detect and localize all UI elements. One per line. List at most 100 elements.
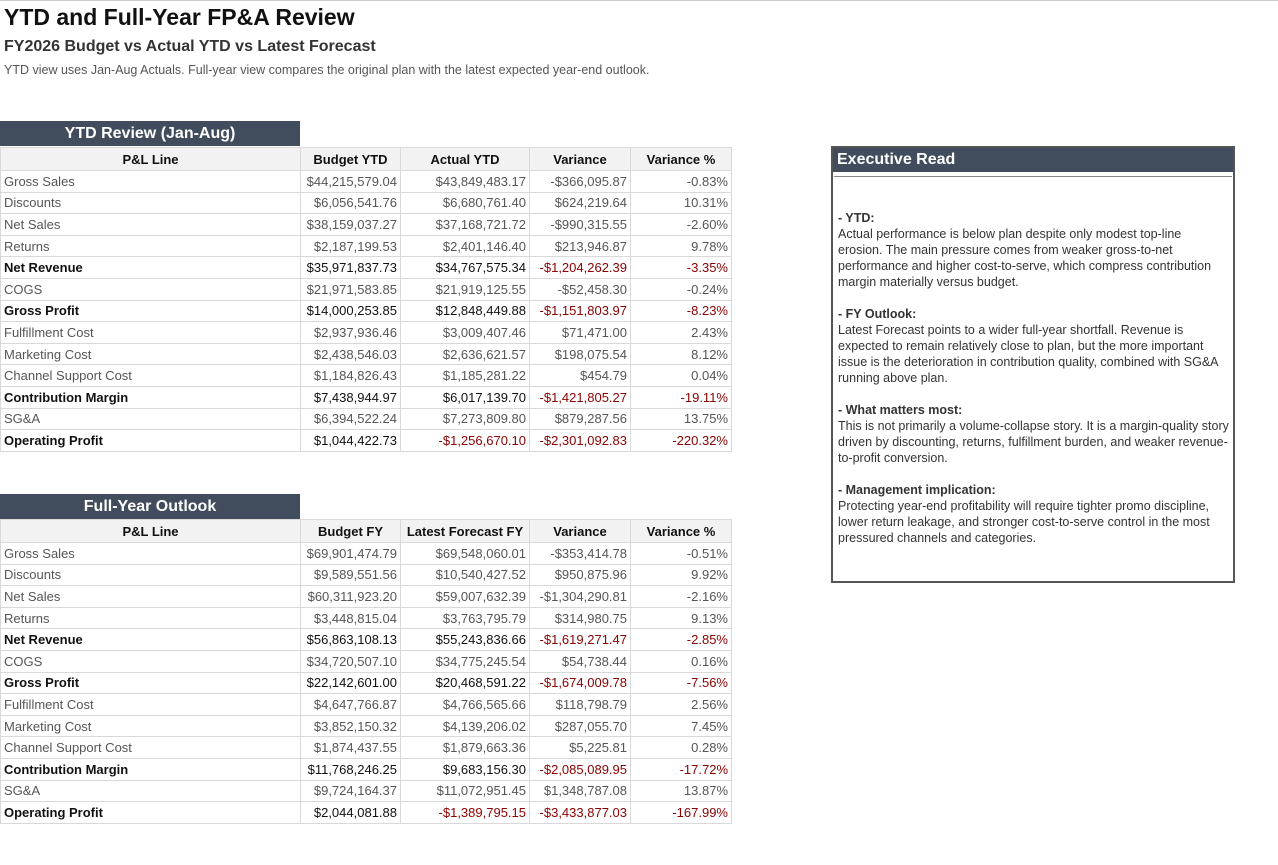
table-row: Gross Sales $69,901,474.79 $69,548,060.01-… — [0, 542, 732, 565]
cell: $1,874,437.55 — [300, 736, 401, 759]
cell: -17.72% — [630, 757, 732, 781]
panel-section: - What matters most: This is not primaril… — [838, 402, 1229, 466]
cell: 2.56% — [630, 693, 732, 716]
table-row: SG&A $9,724,164.37 $11,072,951.45 $1,348,78… — [0, 779, 732, 803]
cell: $38,159,037.27 — [300, 213, 401, 236]
cell: -0.83% — [630, 170, 732, 193]
table-row: Net Sales $38,159,037.27 $37,168,721.72 -$9… — [0, 213, 732, 236]
row-label: Operating Profit — [0, 801, 301, 824]
cell: $55,243,836.66 — [400, 628, 530, 651]
section-label: - FY Outlook: — [838, 307, 917, 321]
row-label: Net Revenue — [0, 628, 301, 651]
cell: 2.43% — [630, 321, 732, 344]
panel-section: - YTD: Actual performance is below plan d… — [838, 210, 1229, 290]
cell: $6,394,522.24 — [300, 407, 401, 431]
section-text: Protecting year-end profitability will r… — [838, 499, 1210, 545]
cell: $2,044,081.88 — [300, 801, 401, 824]
panel-title: Executive Read — [833, 148, 1233, 172]
cell: $10,540,427.52 — [400, 563, 530, 587]
cell: $624,219.64 — [529, 191, 631, 215]
row-label: COGS — [0, 649, 301, 673]
cell: 0.16% — [630, 649, 732, 673]
row-label: Contribution Margin — [0, 385, 301, 409]
table-row: Operating Profit $1,044,422.73 -$1,256,670… — [0, 429, 732, 452]
table-row: Marketing Cost $2,438,546.03 $2,636,621.57… — [0, 342, 732, 366]
panel-section: - FY Outlook: Latest Forecast points to a… — [838, 306, 1229, 386]
cell: -19.11% — [630, 385, 732, 409]
cell: $9,724,164.37 — [300, 779, 401, 803]
cell: -$990,315.55 — [529, 213, 631, 236]
table-row: Gross Profit $14,000,253.85 $12,848,449.88… — [0, 299, 732, 323]
cell: -$1,151,803.97 — [529, 299, 631, 323]
row-label: Discounts — [0, 563, 301, 587]
cell: 10.31% — [630, 191, 732, 215]
cell: $69,548,060.01 — [400, 542, 530, 565]
cell: $3,009,407.46 — [400, 321, 530, 344]
row-label: Fulfillment Cost — [0, 321, 301, 344]
cell: -$52,458.30 — [529, 277, 631, 301]
cell: 13.87% — [630, 779, 732, 803]
table-row: COGS $34,720,507.10 $34,775,245.54 $54,738.… — [0, 649, 732, 673]
cell: $6,017,139.70 — [400, 385, 530, 409]
cell: $5,225.81 — [529, 736, 631, 759]
section-label: - What matters most: — [838, 403, 963, 417]
row-label: Gross Sales — [0, 170, 301, 193]
section-label: - Management implication: — [838, 483, 996, 497]
column-header: Variance % — [630, 147, 732, 171]
cell: -$1,619,271.47 — [529, 628, 631, 651]
cell: $69,901,474.79 — [300, 542, 401, 565]
column-header: Budget YTD — [300, 147, 401, 171]
table-row: Net Revenue $35,971,837.73 $34,767,575.34-… — [0, 256, 732, 279]
column-header: Variance % — [630, 519, 732, 543]
panel-body: - YTD: Actual performance is below plan d… — [834, 176, 1232, 546]
cell: $6,056,541.76 — [300, 191, 401, 215]
cell: -220.32% — [630, 429, 732, 452]
cell: $4,647,766.87 — [300, 693, 401, 716]
cell: $7,273,809.80 — [400, 407, 530, 431]
cell: $4,766,565.66 — [400, 693, 530, 716]
table-row: Channel Support Cost $1,874,437.55 $1,879,… — [0, 736, 732, 759]
row-label: Returns — [0, 234, 301, 258]
cell: 9.78% — [630, 234, 732, 258]
row-label: Net Sales — [0, 585, 301, 608]
cell: -0.51% — [630, 542, 732, 565]
table-title: Full-Year Outlook — [0, 494, 300, 519]
table-row: Channel Support Cost $1,184,826.43 $1,185,… — [0, 364, 732, 387]
table-row: Fulfillment Cost $4,647,766.87 $4,766,565.… — [0, 693, 732, 716]
cell: -2.60% — [630, 213, 732, 236]
cell: $4,139,206.02 — [400, 714, 530, 738]
cell: $3,448,815.04 — [300, 606, 401, 630]
row-label: Channel Support Cost — [0, 364, 301, 387]
cell: -$2,301,092.83 — [529, 429, 631, 452]
cell: $213,946.87 — [529, 234, 631, 258]
cell: -$1,256,670.10 — [400, 429, 530, 452]
row-label: Gross Profit — [0, 299, 301, 323]
cell: $21,919,125.55 — [400, 277, 530, 301]
column-header: Variance — [529, 519, 631, 543]
row-label: COGS — [0, 277, 301, 301]
cell: $9,683,156.30 — [400, 757, 530, 781]
cell: -167.99% — [630, 801, 732, 824]
table-title: YTD Review (Jan-Aug) — [0, 121, 300, 146]
cell: $2,937,936.46 — [300, 321, 401, 344]
note: YTD view uses Jan-Aug Actuals. Full-year… — [4, 63, 650, 77]
cell: $54,738.44 — [529, 649, 631, 673]
cell: $71,471.00 — [529, 321, 631, 344]
cell: $6,680,761.40 — [400, 191, 530, 215]
column-header: P&L Line — [0, 519, 301, 543]
cell: $7,438,944.97 — [300, 385, 401, 409]
cell: $1,185,281.22 — [400, 364, 530, 387]
table-row: Net Revenue $56,863,108.13 $55,243,836.66-… — [0, 628, 732, 651]
cell: $2,438,546.03 — [300, 342, 401, 366]
pl-table: P&L Line Budget YTD Actual YTD Variance Vari… — [0, 147, 732, 452]
cell: $198,075.54 — [529, 342, 631, 366]
cell: -2.16% — [630, 585, 732, 608]
row-label: Net Sales — [0, 213, 301, 236]
row-label: Net Revenue — [0, 256, 301, 279]
table-row: Gross Sales $44,215,579.04 $43,849,483.17-… — [0, 170, 732, 193]
cell: -$1,389,795.15 — [400, 801, 530, 824]
header-row: P&L Line Budget FY Latest Forecast FY Varia… — [0, 519, 732, 543]
table-row: Net Sales $60,311,923.20 $59,007,632.39 -$1… — [0, 585, 732, 608]
row-label: Returns — [0, 606, 301, 630]
cell: $22,142,601.00 — [300, 671, 401, 695]
